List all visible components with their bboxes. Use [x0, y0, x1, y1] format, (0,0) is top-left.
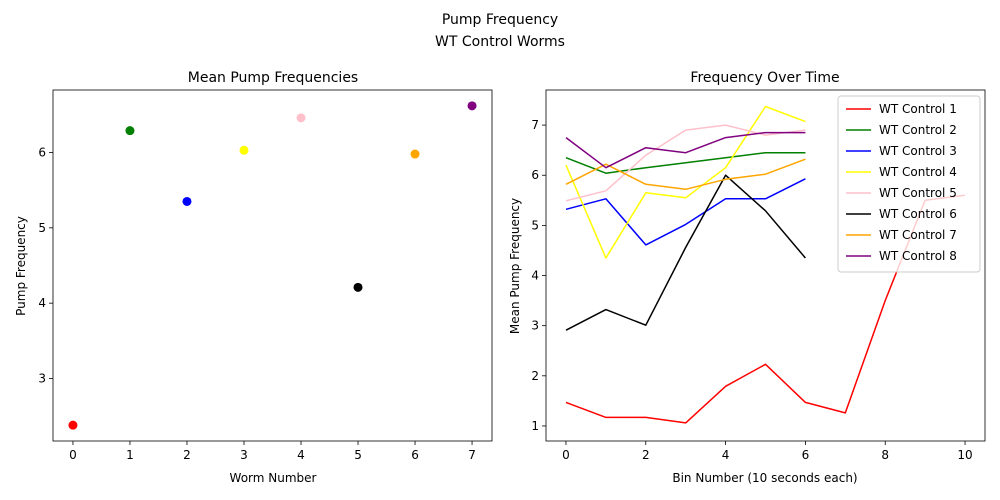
line-y-tick-label: 3: [531, 319, 539, 333]
line-y-tick-label: 2: [531, 369, 539, 383]
scatter-point: [239, 145, 249, 155]
scatter-chart: Mean Pump Frequencies 0 1 2 3 4 5 6 7 3 4 5 6 Worm …: [14, 70, 493, 485]
line-x-tick-label: 0: [562, 448, 570, 462]
series-line: [565, 158, 806, 191]
line-y-tick-label: 6: [531, 168, 539, 182]
scatter-point: [467, 101, 477, 111]
legend-entry: WT Control 7: [879, 228, 957, 242]
scatter-y-tick-label: 3: [38, 371, 46, 385]
line-chart-legend: WT Control 1 WT Control 2 WT Control 3 WT C…: [837, 95, 981, 273]
scatter-point: [125, 126, 135, 136]
line-x-tick-label: 2: [642, 448, 650, 462]
scatter-x-tick-label: 7: [468, 448, 476, 462]
legend-entry: WT Control 1: [879, 102, 957, 116]
line-x-tick-label: 8: [881, 448, 889, 462]
line-x-tick-label: 10: [957, 448, 972, 462]
scatter-chart-title: Mean Pump Frequencies: [188, 70, 358, 86]
scatter-x-tick-label: 4: [297, 448, 305, 462]
suptitle-line-2: WT Control Worms: [435, 34, 565, 50]
series-line: [565, 178, 806, 246]
scatter-x-tick-label: 0: [69, 448, 77, 462]
scatter-axes-frame: [52, 89, 493, 442]
scatter-x-tick-label: 5: [354, 448, 362, 462]
series-line: [565, 105, 806, 259]
line-x-tick-label: 4: [722, 448, 730, 462]
line-y-tick-label: 1: [531, 419, 539, 433]
scatter-x-axis-label: Worm Number: [230, 471, 317, 485]
legend-entry: WT Control 6: [879, 207, 957, 221]
line-x-axis-label: Bin Number (10 seconds each): [672, 471, 857, 485]
scatter-plot-area: 0 1 2 3 4 5 6 7 3 4 5 6: [38, 89, 493, 462]
legend-box: [837, 95, 981, 273]
series-line: [565, 151, 806, 174]
scatter-y-tick-label: 6: [38, 146, 46, 160]
line-axes-frame: [545, 89, 986, 442]
legend-entry: WT Control 3: [879, 144, 957, 158]
scatter-point: [353, 282, 363, 292]
scatter-point: [410, 149, 420, 159]
line-y-tick-label: 5: [531, 218, 539, 232]
series-line: [565, 124, 806, 202]
scatter-x-tick-label: 1: [126, 448, 134, 462]
line-chart-title: Frequency Over Time: [690, 70, 839, 86]
line-y-axis-label: Mean Pump Frequency: [508, 198, 522, 334]
scatter-x-tick-label: 6: [411, 448, 419, 462]
legend-entry: WT Control 5: [879, 186, 957, 200]
legend-entry: WT Control 4: [879, 165, 957, 179]
line-y-tick-label: 7: [531, 118, 539, 132]
scatter-y-tick-label: 5: [38, 221, 46, 235]
scatter-y-tick-label: 4: [38, 296, 46, 310]
line-y-tick-label: 4: [531, 269, 539, 283]
scatter-point: [68, 420, 78, 430]
scatter-x-tick-label: 3: [240, 448, 248, 462]
line-x-tick-label: 6: [802, 448, 810, 462]
scatter-point: [296, 113, 306, 123]
legend-entry: WT Control 8: [879, 249, 957, 263]
scatter-x-tick-label: 2: [183, 448, 191, 462]
legend-entry: WT Control 2: [879, 123, 957, 137]
series-line: [565, 174, 806, 331]
series-line: [565, 131, 806, 169]
suptitle-line-1: Pump Frequency: [442, 12, 558, 28]
scatter-y-axis-label: Pump Frequency: [14, 216, 28, 316]
scatter-point: [182, 196, 192, 206]
